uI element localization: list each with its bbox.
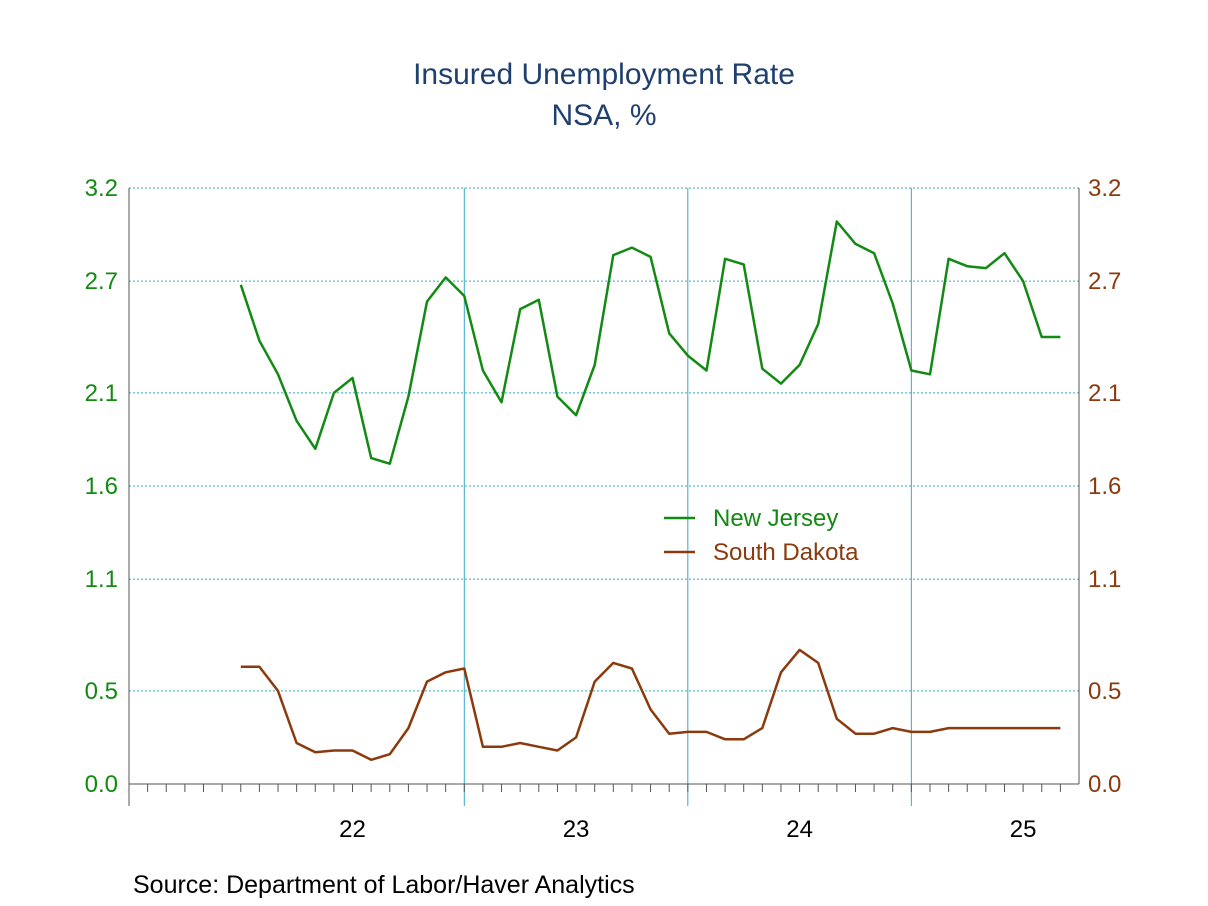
series-line-south-dakota [240,648,1061,762]
y-left-tick-label: 2.7 [85,268,118,295]
y-axis-right: 0.0 0.5 1.1 1.6 2.1 2.7 3.2 [1088,175,1121,798]
y-right-tick-label: 3.2 [1088,175,1121,202]
y-left-tick-label: 1.1 [85,566,118,593]
y-right-tick-label: 1.6 [1088,473,1121,500]
chart-subtitle: NSA, % [551,99,656,132]
x-tick-label: 23 [563,816,590,843]
y-right-tick-label: 2.1 [1088,380,1121,407]
legend-label-south-dakota: South Dakota [713,539,859,566]
x-axis: 22 23 24 25 [339,816,1036,843]
axes [128,188,1080,806]
source-note: Source: Department of Labor/Haver Analyt… [133,871,635,899]
y-right-tick-label: 2.7 [1088,268,1121,295]
y-left-tick-label: 3.2 [85,175,118,202]
x-tick-label: 22 [339,816,366,843]
y-right-tick-label: 1.1 [1088,566,1121,593]
y-right-tick-label: 0.5 [1088,678,1121,705]
y-left-tick-label: 0.0 [85,771,118,798]
chart-title: Insured Unemployment Rate [413,58,795,91]
y-left-tick-label: 0.5 [85,678,118,705]
legend-label-new-jersey: New Jersey [713,505,838,532]
x-tick-label: 25 [1010,816,1037,843]
series-line-new-jersey [239,220,1061,465]
y-right-tick-label: 0.0 [1088,771,1121,798]
y-left-tick-label: 2.1 [85,380,118,407]
grid [129,187,1079,806]
y-left-tick-label: 1.6 [85,473,118,500]
series [239,220,1061,762]
y-axis-left: 0.0 0.5 1.1 1.6 2.1 2.7 3.2 [85,175,118,798]
legend: New Jersey South Dakota [664,505,859,566]
x-tick-label: 24 [786,816,813,843]
